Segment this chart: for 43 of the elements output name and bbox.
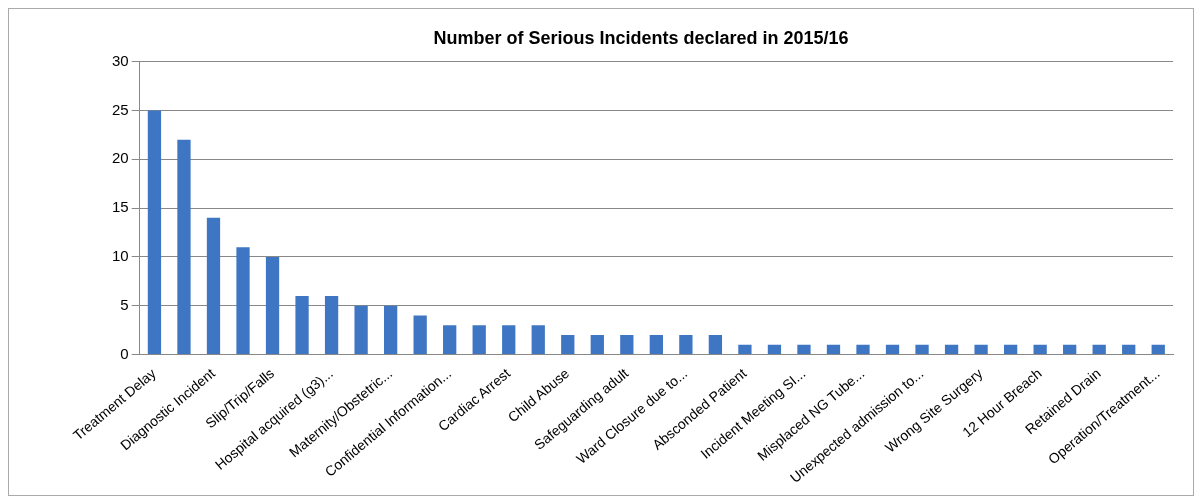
bar (649, 335, 663, 355)
y-tick-label: 25 (112, 100, 129, 118)
bar (620, 335, 634, 355)
bar (1063, 344, 1077, 355)
bar (826, 344, 841, 355)
bar (767, 344, 782, 355)
chart-title: Number of Serious Incidents declared in 2015/16 (433, 27, 849, 48)
bar (1151, 344, 1165, 355)
bar (1122, 344, 1136, 355)
y-tick-label: 0 (120, 344, 129, 362)
bar (324, 295, 339, 355)
bar (383, 305, 398, 355)
bar (590, 335, 604, 355)
bar (1003, 344, 1018, 355)
bar (738, 344, 752, 355)
bar (561, 335, 575, 355)
bar (944, 344, 959, 355)
bar (708, 335, 723, 355)
bar (885, 344, 900, 355)
y-tick-label: 5 (120, 295, 129, 313)
bar (413, 315, 427, 355)
bar (974, 344, 988, 355)
bar (147, 110, 162, 355)
bar (502, 325, 516, 355)
bar (472, 325, 486, 355)
bar (797, 344, 811, 355)
y-tick-label: 20 (112, 149, 129, 167)
bar (265, 256, 280, 355)
bar (206, 217, 221, 355)
bar (915, 344, 929, 355)
bar (1092, 344, 1106, 355)
y-tick-label: 15 (112, 198, 129, 216)
y-tick-label: 10 (112, 247, 129, 265)
bar (177, 139, 191, 355)
bar (354, 305, 368, 355)
bar (443, 325, 457, 355)
bar (679, 335, 693, 355)
bar (531, 325, 545, 355)
y-tick-label: 30 (112, 51, 129, 69)
bar (295, 295, 309, 355)
bar (1033, 344, 1047, 355)
bar (856, 344, 870, 355)
bar (236, 247, 250, 355)
